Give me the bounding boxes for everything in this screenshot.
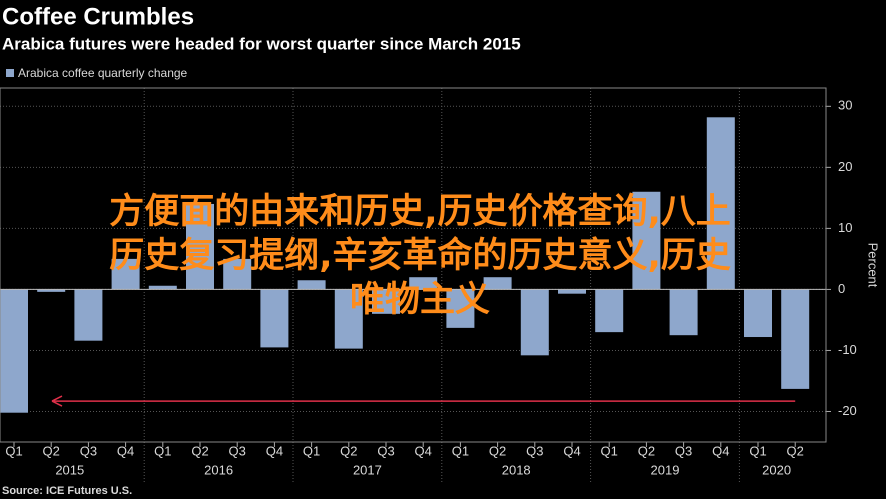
legend-swatch bbox=[6, 69, 14, 77]
x-tick-label: Q4 bbox=[563, 443, 580, 458]
year-label: 2020 bbox=[762, 462, 791, 477]
arrow-head bbox=[51, 395, 63, 407]
overlay-text: 唯物主义 bbox=[350, 280, 490, 320]
y-tick-label: -20 bbox=[838, 403, 857, 418]
bar bbox=[595, 289, 624, 333]
y-tick-label: 10 bbox=[838, 220, 852, 235]
x-tick-label: Q2 bbox=[340, 443, 357, 458]
overlay-text: 方便面的由来和历史,历史价格查询,八上 bbox=[109, 192, 731, 232]
y-tick-label: 20 bbox=[838, 159, 852, 174]
x-tick-label: Q2 bbox=[191, 443, 208, 458]
source: Source: ICE Futures U.S. bbox=[2, 485, 132, 497]
bar bbox=[483, 277, 512, 290]
bar bbox=[260, 289, 289, 348]
x-tick-label: Q4 bbox=[117, 443, 134, 458]
bar bbox=[744, 289, 772, 338]
overlay-text: 历史复习提纲,辛亥革命的历史意义,历史 bbox=[109, 235, 731, 276]
chart-subtitle: Arabica futures were headed for worst qu… bbox=[2, 34, 521, 53]
x-tick-label: Q3 bbox=[229, 443, 246, 458]
x-tick-label: Q3 bbox=[80, 443, 97, 458]
year-label: 2018 bbox=[502, 462, 531, 477]
bar bbox=[669, 289, 698, 336]
x-tick-label: Q2 bbox=[638, 443, 655, 458]
x-tick-label: Q1 bbox=[601, 443, 618, 458]
x-tick-label: Q4 bbox=[415, 443, 432, 458]
x-tick-label: Q1 bbox=[5, 443, 22, 458]
y-tick-label: 30 bbox=[838, 98, 852, 113]
bar bbox=[706, 117, 735, 290]
bar bbox=[37, 289, 66, 292]
bar bbox=[0, 289, 28, 413]
bar bbox=[520, 289, 549, 356]
y-tick-label: -10 bbox=[838, 342, 857, 357]
x-tick-label: Q3 bbox=[377, 443, 394, 458]
x-tick-label: Q1 bbox=[749, 443, 766, 458]
y-tick-label: 0 bbox=[838, 281, 845, 296]
x-tick-label: Q2 bbox=[787, 443, 804, 458]
bar bbox=[409, 277, 438, 290]
bar bbox=[781, 289, 810, 389]
bar bbox=[632, 191, 661, 290]
x-tick-label: Q2 bbox=[43, 443, 60, 458]
bar bbox=[446, 289, 475, 328]
bar bbox=[334, 289, 363, 349]
x-tick-label: Q4 bbox=[712, 443, 729, 458]
x-tick-label: Q1 bbox=[452, 443, 469, 458]
bar bbox=[111, 258, 140, 290]
x-tick-label: Q3 bbox=[675, 443, 692, 458]
legend-label: Arabica coffee quarterly change bbox=[18, 66, 188, 80]
y-axis-label: Percent bbox=[866, 243, 881, 288]
x-tick-label: Q1 bbox=[154, 443, 171, 458]
year-label: 2016 bbox=[204, 462, 233, 477]
year-label: 2017 bbox=[353, 462, 382, 477]
x-tick-label: Q1 bbox=[303, 443, 320, 458]
bar bbox=[74, 289, 103, 341]
bar bbox=[223, 258, 252, 290]
bar bbox=[372, 289, 400, 314]
bar bbox=[186, 203, 214, 290]
year-label: 2015 bbox=[55, 462, 84, 477]
x-tick-label: Q3 bbox=[526, 443, 543, 458]
bar bbox=[148, 285, 177, 290]
plot-frame bbox=[0, 87, 827, 443]
chart-title: Coffee Crumbles bbox=[2, 3, 194, 30]
year-label: 2019 bbox=[651, 462, 680, 477]
x-tick-label: Q2 bbox=[489, 443, 506, 458]
x-tick-label: Q4 bbox=[266, 443, 283, 458]
bar bbox=[558, 289, 586, 294]
bar bbox=[297, 280, 326, 290]
